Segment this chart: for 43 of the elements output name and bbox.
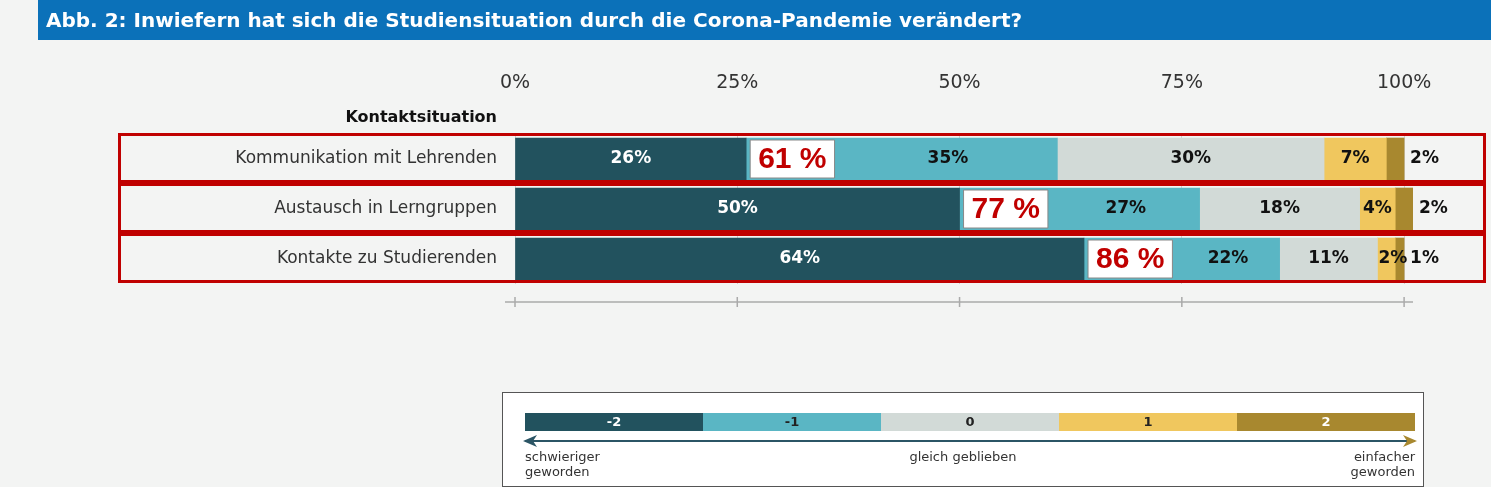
x-tick-label: 100% [1376,69,1432,92]
data-label: 2% [1410,147,1439,168]
text: gleich geblieben [908,449,1018,464]
bar [1279,237,1378,281]
text: einfacher geworden [1349,449,1415,479]
text: schwieriger geworden [525,449,601,479]
data-label: 27% [1105,197,1147,218]
data-label: 64% [779,247,821,268]
bar [515,137,747,181]
text: -2 [525,413,703,431]
x-tick-label: 25% [716,69,759,92]
data-label: 11% [1308,247,1349,268]
bar [1394,187,1413,231]
data-label: 7% [1340,147,1370,168]
bar [1199,187,1360,231]
data-label: 1% [1410,247,1439,268]
text: 2 [1237,413,1415,431]
bar [515,237,1085,281]
x-tick-label: 50% [938,69,981,92]
text: -1 [703,413,881,431]
text: 0 [881,413,1059,431]
data-label: 26% [610,147,652,168]
bar [1323,137,1387,181]
data-label: 18% [1259,197,1300,218]
annotation: 86 % [1096,241,1165,275]
data-label: 30% [1170,147,1212,168]
data-label: 4% [1363,197,1392,218]
data-label: 2% [1419,197,1448,218]
data-label: 22% [1207,247,1249,268]
annotation: 77 % [971,191,1040,225]
y-tick-label: Kommunikation mit Lehrenden [235,147,497,168]
y-axis-title: Kontaktsituation [345,107,497,127]
bar [1386,137,1405,181]
annotation: 61 % [758,141,827,175]
x-tick-label: 0% [499,69,531,92]
x-tick-label: 75% [1160,69,1203,92]
y-tick-label: Kontakte zu Studierenden [276,247,497,268]
data-label: 35% [927,147,969,168]
text: 1 [1059,413,1237,431]
bar [515,187,960,231]
y-tick-label: Austausch in Lerngruppen [274,197,497,218]
data-label: 50% [717,197,758,218]
chart-title: Abb. 2: Inwiefern hat sich die Studiensituation durch die Corona-Pandemie verändert? [38,0,1491,40]
